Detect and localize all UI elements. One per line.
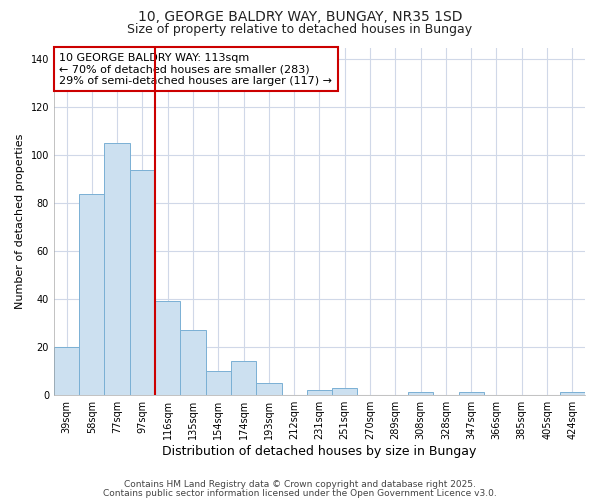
Bar bbox=[408, 392, 433, 394]
Bar bbox=[130, 170, 155, 394]
X-axis label: Distribution of detached houses by size in Bungay: Distribution of detached houses by size … bbox=[162, 444, 476, 458]
Bar bbox=[155, 302, 181, 394]
Bar bbox=[181, 330, 206, 394]
Bar bbox=[231, 361, 256, 394]
Bar bbox=[332, 388, 358, 394]
Y-axis label: Number of detached properties: Number of detached properties bbox=[15, 134, 25, 309]
Text: Contains HM Land Registry data © Crown copyright and database right 2025.: Contains HM Land Registry data © Crown c… bbox=[124, 480, 476, 489]
Bar bbox=[79, 194, 104, 394]
Bar bbox=[206, 371, 231, 394]
Text: 10 GEORGE BALDRY WAY: 113sqm
← 70% of detached houses are smaller (283)
29% of s: 10 GEORGE BALDRY WAY: 113sqm ← 70% of de… bbox=[59, 52, 332, 86]
Bar bbox=[256, 382, 281, 394]
Bar bbox=[307, 390, 332, 394]
Bar bbox=[560, 392, 585, 394]
Bar bbox=[54, 347, 79, 395]
Text: Size of property relative to detached houses in Bungay: Size of property relative to detached ho… bbox=[127, 22, 473, 36]
Text: Contains public sector information licensed under the Open Government Licence v3: Contains public sector information licen… bbox=[103, 488, 497, 498]
Bar bbox=[458, 392, 484, 394]
Bar bbox=[104, 144, 130, 394]
Text: 10, GEORGE BALDRY WAY, BUNGAY, NR35 1SD: 10, GEORGE BALDRY WAY, BUNGAY, NR35 1SD bbox=[138, 10, 462, 24]
